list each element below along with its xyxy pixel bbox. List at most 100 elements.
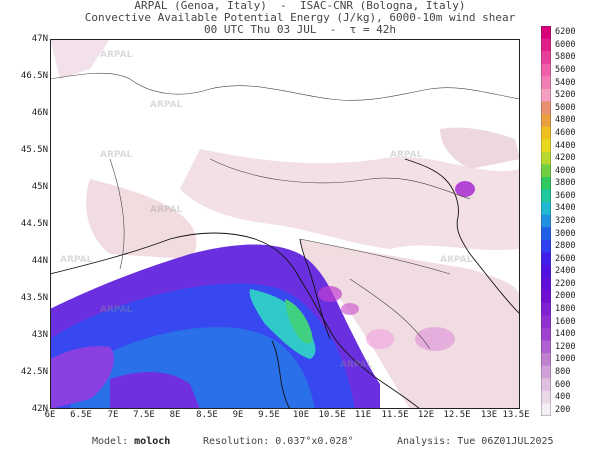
colorbar-swatch	[541, 302, 551, 316]
colorbar-tick-label: 400	[555, 392, 571, 403]
colorbar-swatch	[541, 340, 551, 354]
lon-label: 8.5E	[196, 410, 218, 420]
watermark: ARPAL	[100, 305, 133, 315]
lon-label: 6.5E	[70, 410, 92, 420]
colorbar-tick-label: 5400	[555, 77, 576, 88]
colorbar-swatch	[541, 63, 551, 77]
colorbar-swatch	[541, 403, 551, 416]
colorbar-tick-label: 2000	[555, 291, 576, 302]
cape-spots	[318, 181, 475, 351]
colorbar-tick-label: 2200	[555, 278, 576, 289]
colorbar-tick-label: 4400	[555, 140, 576, 151]
colorbar-swatch	[541, 26, 551, 40]
colorbar-swatch	[541, 126, 551, 140]
lon-label: 11E	[354, 410, 372, 420]
lon-label: 6E	[44, 410, 56, 420]
colorbar-swatch	[541, 227, 551, 241]
lat-label: 43.5N	[20, 293, 48, 303]
colorbar-tick-label: 2600	[555, 253, 576, 264]
lon-label: 9.5E	[258, 410, 280, 420]
lon-label: 13E	[480, 410, 498, 420]
colorbar-tick-label: 6000	[555, 39, 576, 50]
colorbar-tick-label: 3000	[555, 228, 576, 239]
watermark: ARPAL	[440, 255, 473, 265]
colorbar-swatch	[541, 202, 551, 216]
colorbar-swatch	[541, 239, 551, 253]
watermark: ARPAL	[60, 255, 93, 265]
colorbar-tick-label: 2400	[555, 266, 576, 277]
watermark: ARPAL	[100, 50, 133, 60]
colorbar-swatch	[541, 76, 551, 90]
forecast-map	[50, 39, 520, 409]
colorbar-swatch	[541, 265, 551, 279]
colorbar-tick-label: 2800	[555, 241, 576, 252]
colorbar-swatch	[541, 139, 551, 153]
colorbar-tick-label: 3600	[555, 190, 576, 201]
colorbar-tick-label: 5200	[555, 90, 576, 101]
lat-label: 47N	[31, 34, 48, 44]
colorbar-swatch	[541, 114, 551, 128]
colorbar-tick-label: 1600	[555, 316, 576, 327]
lon-label: 12.5E	[443, 410, 471, 420]
colorbar-tick-label: 6200	[555, 27, 576, 38]
title-line-1: ARPAL (Genoa, Italy) - ISAC-CNR (Bologna…	[134, 0, 466, 12]
watermark: ARPAL	[100, 150, 133, 160]
colorbar-tick-label: 3800	[555, 178, 576, 189]
analysis-value: Tue 06Z01JUL2025	[457, 436, 554, 447]
lat-label: 42.5N	[20, 367, 48, 377]
lon-label: 9E	[232, 410, 244, 420]
colorbar-tick-label: 3400	[555, 203, 576, 214]
colorbar-tick-label: 1800	[555, 304, 576, 315]
lon-label: 10.5E	[318, 410, 346, 420]
colorbar-swatch	[541, 101, 551, 115]
country-borders	[50, 72, 520, 350]
colorbar-tick-label: 600	[555, 379, 571, 390]
colorbar-swatch	[541, 353, 551, 367]
colorbar-tick-label: 5000	[555, 102, 576, 113]
colorbar-tick-label: 5800	[555, 52, 576, 63]
cape-field-sea	[50, 244, 380, 409]
lon-label: 8E	[169, 410, 181, 420]
colorbar-swatch	[541, 176, 551, 191]
colorbar-swatch	[541, 365, 551, 379]
resolution-label: Resolution:	[203, 436, 270, 447]
colorbar-tick-label: 1200	[555, 341, 576, 352]
colorbar-swatch	[541, 277, 551, 291]
colorbar-swatch	[541, 38, 551, 52]
watermark: ARPAL	[150, 100, 183, 110]
colorbar-swatch	[541, 189, 551, 203]
analysis-label: Analysis:	[397, 436, 452, 447]
colorbar-swatch	[541, 88, 551, 102]
colorbar	[541, 26, 551, 416]
watermark: ARPAL	[340, 360, 373, 370]
colorbar-tick-label: 4600	[555, 127, 576, 138]
lon-label: 11.5E	[381, 410, 409, 420]
lat-label: 43N	[31, 330, 48, 340]
resolution-info: Resolution: 0.037°x0.028°	[203, 436, 354, 447]
colorbar-swatch	[541, 51, 551, 65]
cape-field-low	[50, 39, 520, 409]
colorbar-tick-label: 4200	[555, 153, 576, 164]
colorbar-swatch	[541, 252, 551, 266]
model-info: Model: moloch	[92, 436, 170, 447]
colorbar-tick-label: 200	[555, 404, 571, 415]
colorbar-tick-label: 3200	[555, 216, 576, 226]
colorbar-tick-label: 5600	[555, 65, 576, 76]
lon-label: 12E	[417, 410, 435, 420]
model-label: Model:	[92, 436, 129, 447]
lat-label: 45N	[31, 182, 48, 192]
colorbar-swatch	[541, 327, 551, 342]
colorbar-tick-label: 4800	[555, 115, 576, 126]
map-title-block: ARPAL (Genoa, Italy) - ISAC-CNR (Bologna…	[0, 0, 600, 36]
lat-label: 46N	[31, 108, 48, 118]
lat-label: 42N	[31, 404, 48, 414]
colorbar-swatch	[541, 315, 551, 329]
colorbar-swatch	[541, 151, 551, 165]
resolution-value: 0.037°x0.028°	[275, 436, 354, 447]
colorbar-swatch	[541, 164, 551, 178]
title-line-3: 00 UTC Thu 03 JUL - τ = 42h	[203, 23, 397, 36]
lat-label: 46.5N	[20, 71, 48, 81]
lon-label: 7E	[107, 410, 119, 420]
model-value: moloch	[134, 436, 171, 447]
colorbar-swatch	[541, 290, 551, 304]
